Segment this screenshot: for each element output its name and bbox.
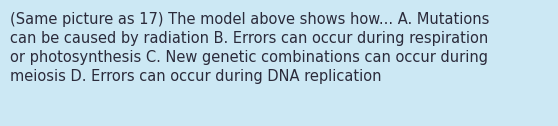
Text: (Same picture as 17) The model above shows how... A. Mutations: (Same picture as 17) The model above sho… [10,12,489,27]
Text: can be caused by radiation B. Errors can occur during respiration: can be caused by radiation B. Errors can… [10,31,488,46]
Text: or photosynthesis C. New genetic combinations can occur during: or photosynthesis C. New genetic combina… [10,50,488,65]
Text: meiosis D. Errors can occur during DNA replication: meiosis D. Errors can occur during DNA r… [10,69,382,84]
